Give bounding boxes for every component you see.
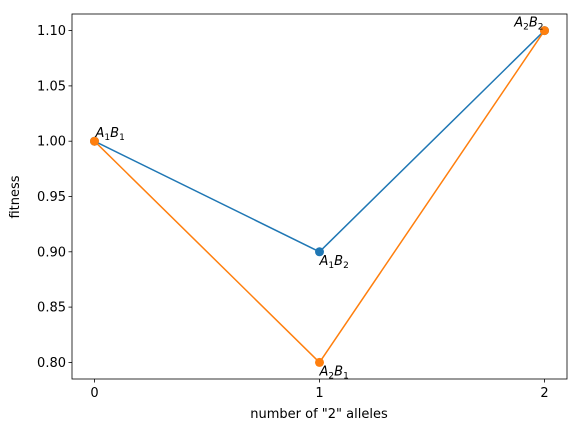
x-tick-label: 1 (315, 386, 323, 401)
y-tick-label: 0.80 (37, 356, 66, 371)
annotation-letter: A (319, 364, 329, 379)
annotation-letter: A (513, 16, 523, 31)
genotype-annotation: A1B1 (95, 126, 125, 143)
data-point (315, 247, 324, 257)
annotation-subscript: 1 (328, 261, 334, 271)
data-point (540, 26, 549, 36)
y-axis-label: fitness (8, 175, 23, 218)
data-point (90, 136, 99, 146)
series-layer (90, 26, 549, 367)
genotype-annotation: A2B2 (513, 16, 543, 33)
y-tick-label: 1.00 (37, 135, 66, 150)
y-axis-ticks: 0.80 0.85 0.90 0.95 1.00 1.05 1.10 (37, 24, 72, 371)
plot-area (71, 13, 568, 380)
x-tick-label: 2 (540, 386, 548, 401)
annotation-letter: B (334, 254, 343, 269)
annotation-subscript: 2 (343, 261, 349, 271)
y-tick-label: 0.95 (37, 190, 66, 205)
annotation-letter: A (319, 254, 329, 269)
x-axis-label: number of "2" alleles (250, 407, 388, 422)
y-tick-label: 0.85 (37, 301, 66, 316)
annotation-subscript: 1 (119, 133, 125, 143)
annotation-letter: B (529, 16, 538, 31)
y-tick-label: 0.90 (37, 245, 66, 260)
annotation-subscript: 1 (343, 371, 349, 381)
genotype-annotation: A1B2 (319, 254, 349, 271)
annotation-subscript: 2 (523, 23, 529, 33)
x-tick-label: 0 (90, 386, 98, 401)
annotation-letter: B (110, 126, 119, 141)
y-tick-label: 1.10 (37, 24, 66, 39)
annotation-letter: B (334, 364, 343, 379)
annotation-subscript: 2 (538, 23, 544, 33)
annotation-subscript: 2 (328, 371, 334, 381)
data-point (315, 357, 324, 367)
annotation-letter: A (95, 126, 105, 141)
y-tick-label: 1.05 (37, 79, 66, 94)
x-axis-ticks: 0 1 2 (90, 379, 549, 401)
annotation-subscript: 1 (104, 133, 110, 143)
genotype-annotation: A2B1 (319, 364, 349, 381)
